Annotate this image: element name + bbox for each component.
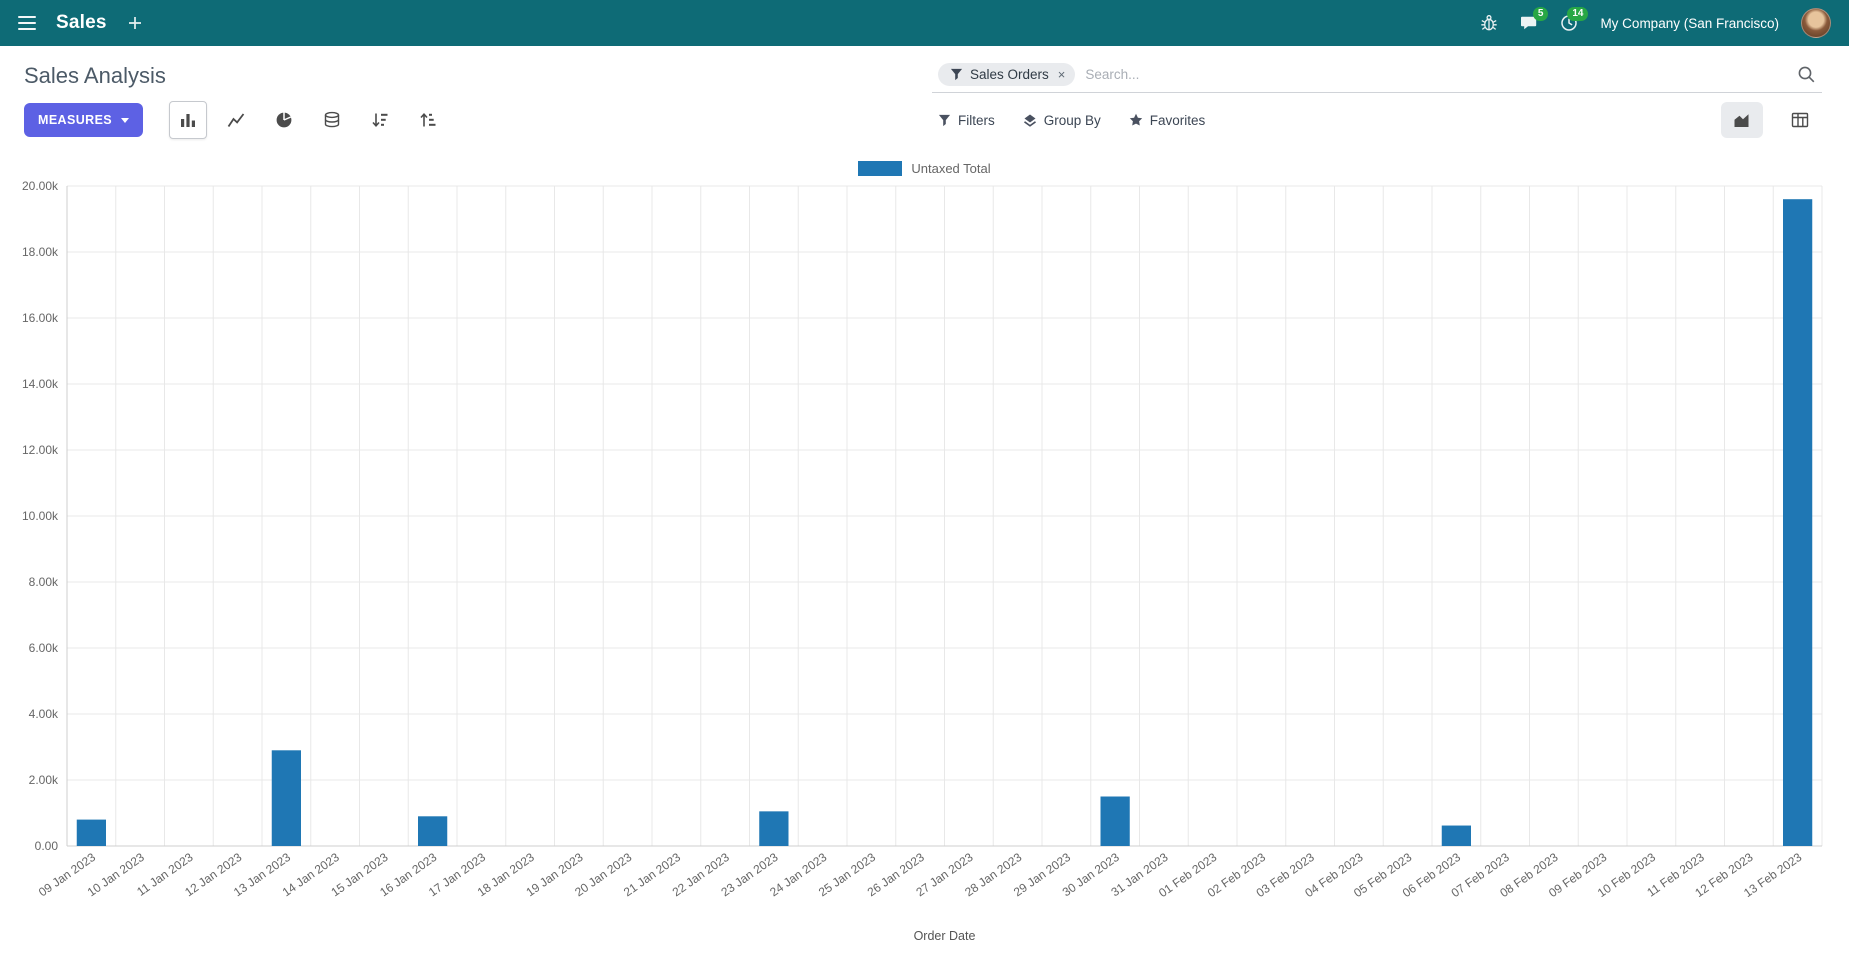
pie-chart-icon bbox=[276, 112, 292, 128]
filter-facet-icon bbox=[950, 68, 963, 81]
svg-text:20.00k: 20.00k bbox=[22, 180, 59, 193]
sort-desc-icon bbox=[372, 113, 388, 127]
svg-text:8.00k: 8.00k bbox=[29, 575, 59, 589]
plus-icon bbox=[128, 17, 141, 29]
svg-text:12.00k: 12.00k bbox=[22, 443, 59, 457]
facet-label: Sales Orders bbox=[970, 67, 1049, 82]
favorites-button[interactable]: Favorites bbox=[1129, 112, 1206, 128]
bug-icon bbox=[1481, 15, 1498, 31]
svg-text:0.00: 0.00 bbox=[35, 839, 59, 853]
sort-asc-icon bbox=[420, 113, 436, 127]
favorites-label: Favorites bbox=[1149, 112, 1206, 128]
search-menus: Filters Group By Favorites bbox=[938, 113, 1205, 128]
sort-asc-button[interactable] bbox=[409, 101, 447, 139]
legend-swatch bbox=[858, 160, 903, 176]
group-by-icon bbox=[1023, 114, 1036, 127]
user-avatar[interactable] bbox=[1801, 8, 1831, 38]
svg-text:6.00k: 6.00k bbox=[29, 641, 59, 655]
svg-text:10.00k: 10.00k bbox=[22, 509, 59, 523]
activities-button[interactable]: 14 bbox=[1560, 7, 1589, 32]
toolbar-row: MEASURES bbox=[0, 96, 1849, 150]
chat-bubble-icon bbox=[1521, 16, 1537, 30]
measures-label: MEASURES bbox=[38, 113, 113, 127]
svg-text:4.00k: 4.00k bbox=[29, 707, 59, 721]
svg-text:16.00k: 16.00k bbox=[22, 311, 59, 325]
svg-text:2.00k: 2.00k bbox=[29, 773, 59, 787]
sales-bar-chart: 0.00 2.00k 4.00k 6.00k 8.00k 10.00k 12.00k 14.0… bbox=[22, 180, 1823, 943]
filters-label: Filters bbox=[958, 112, 995, 128]
facet-remove-button[interactable]: × bbox=[1057, 67, 1066, 82]
debug-button[interactable] bbox=[1480, 14, 1498, 32]
search-button[interactable] bbox=[1797, 65, 1816, 84]
bar-30-Jan-2023[interactable] bbox=[1100, 796, 1130, 847]
bar-16-Jan-2023[interactable] bbox=[418, 816, 448, 846]
legend-label: Untaxed Total bbox=[911, 160, 991, 176]
svg-text:18.00k: 18.00k bbox=[22, 245, 59, 259]
group-by-label: Group By bbox=[1043, 112, 1101, 128]
view-switcher bbox=[1721, 102, 1821, 138]
x-axis-title: Order Date bbox=[914, 929, 976, 943]
search-bar[interactable]: Sales Orders × bbox=[932, 59, 1822, 93]
line-chart-icon bbox=[227, 113, 245, 127]
filters-icon bbox=[938, 114, 951, 126]
bar-09-Jan-2023[interactable] bbox=[76, 819, 106, 846]
chart-area: Untaxed Total 0.00 2.00k 4.00k 6.00k 8.00k 10… bbox=[0, 156, 1849, 958]
area-chart-icon bbox=[1734, 114, 1749, 127]
line-chart-button[interactable] bbox=[217, 101, 255, 139]
svg-text:14.00k: 14.00k bbox=[22, 377, 59, 391]
search-icon bbox=[1798, 66, 1815, 83]
pivot-view-button[interactable] bbox=[1779, 102, 1821, 138]
pie-chart-button[interactable] bbox=[265, 101, 303, 139]
apps-menu-button[interactable] bbox=[18, 16, 36, 30]
measures-button[interactable]: MEASURES bbox=[24, 103, 144, 137]
messages-button[interactable]: 5 bbox=[1520, 7, 1549, 32]
top-navbar: Sales 5 14 My Compa bbox=[0, 0, 1849, 46]
navbar-left: Sales bbox=[18, 12, 143, 34]
chart-legend[interactable]: Untaxed Total bbox=[0, 156, 1849, 180]
sort-desc-button[interactable] bbox=[361, 101, 399, 139]
bar-13-Feb-2023[interactable] bbox=[1783, 199, 1813, 846]
stacked-icon bbox=[324, 111, 340, 128]
app-name[interactable]: Sales bbox=[56, 12, 107, 33]
filters-button[interactable]: Filters bbox=[938, 113, 995, 128]
hamburger-icon bbox=[18, 16, 36, 30]
bar-13-Jan-2023[interactable] bbox=[271, 750, 301, 846]
star-icon bbox=[1129, 113, 1142, 126]
search-facet[interactable]: Sales Orders × bbox=[938, 63, 1076, 86]
messages-badge: 5 bbox=[1532, 7, 1549, 21]
stacked-toggle-button[interactable] bbox=[313, 101, 351, 139]
pivot-table-icon bbox=[1791, 112, 1809, 128]
activities-badge: 14 bbox=[1567, 7, 1589, 21]
plus-button[interactable] bbox=[127, 15, 143, 31]
bar-23-Jan-2023[interactable] bbox=[759, 811, 789, 846]
page-title: Sales Analysis bbox=[24, 63, 166, 88]
search-input[interactable] bbox=[1075, 67, 1797, 82]
group-by-button[interactable]: Group By bbox=[1023, 113, 1101, 128]
bar-chart-icon bbox=[181, 114, 196, 127]
graph-view-button[interactable] bbox=[1721, 102, 1763, 138]
bar-06-Feb-2023[interactable] bbox=[1441, 825, 1471, 846]
caret-down-icon bbox=[121, 117, 130, 123]
breadcrumb-row: Sales Analysis Sales Orders × bbox=[0, 46, 1849, 96]
bar-chart-button[interactable] bbox=[169, 101, 208, 139]
chart-type-group bbox=[169, 101, 447, 139]
company-switcher[interactable]: My Company (San Francisco) bbox=[1600, 15, 1779, 31]
control-panel: Sales Analysis Sales Orders × MEASURES bbox=[0, 46, 1849, 150]
navbar-right: 5 14 My Company (San Francisco) bbox=[1480, 7, 1831, 38]
